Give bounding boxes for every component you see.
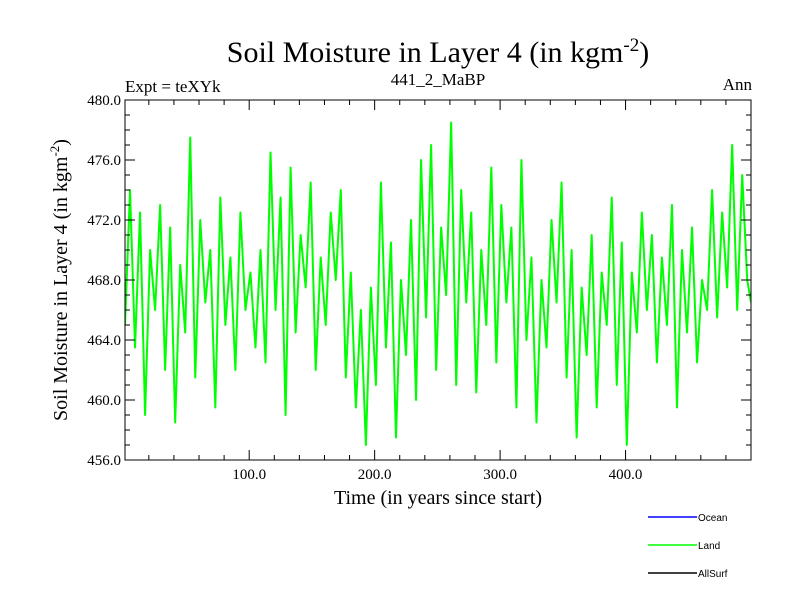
y-axis-label-superscript: -2 [47,146,62,157]
y-axis-label-end: ) [50,139,72,146]
legend-label-land: Land [698,541,720,552]
chart-title-superscript: -2 [623,35,639,56]
series-layer [125,121,751,446]
subtitle-right: Ann [723,75,753,94]
y-axis: 456.0 460.0 464.0 468.0 472.0 476.0 480.0 [87,93,751,469]
x-axis-label: Time (in years since start) [334,487,542,509]
subtitle-center: 441_2_MaBP [391,70,485,89]
y-tick-label: 456.0 [87,453,121,469]
legend-label-ocean: Ocean [698,513,727,524]
series-line-land [125,121,751,446]
y-tick-label: 468.0 [87,273,121,289]
legend-label-allsurf: AllSurf [698,569,728,580]
chart-title: Soil Moisture in Layer 4 (in kgm-2) [227,35,649,69]
legend: Ocean Land AllSurf [648,513,728,580]
y-tick-label: 464.0 [87,333,121,349]
subtitle-left: Expt = teXYk [125,77,221,96]
x-tick-label: 100.0 [232,467,266,483]
x-tick-label: 200.0 [358,467,392,483]
y-axis-label: Soil Moisture in Layer 4 (in kgm-2) [47,139,72,421]
x-tick-label: 400.0 [609,467,643,483]
y-tick-label: 460.0 [87,393,121,409]
x-tick-label: 300.0 [483,467,517,483]
y-tick-label: 472.0 [87,213,121,229]
y-tick-label: 476.0 [87,153,121,169]
x-axis: 100.0 200.0 300.0 400.0 [148,100,727,483]
chart-title-end: ) [639,36,649,69]
y-tick-label: 480.0 [87,93,121,109]
